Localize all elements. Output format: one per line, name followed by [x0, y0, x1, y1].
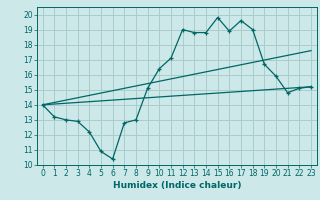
X-axis label: Humidex (Indice chaleur): Humidex (Indice chaleur)	[113, 181, 241, 190]
